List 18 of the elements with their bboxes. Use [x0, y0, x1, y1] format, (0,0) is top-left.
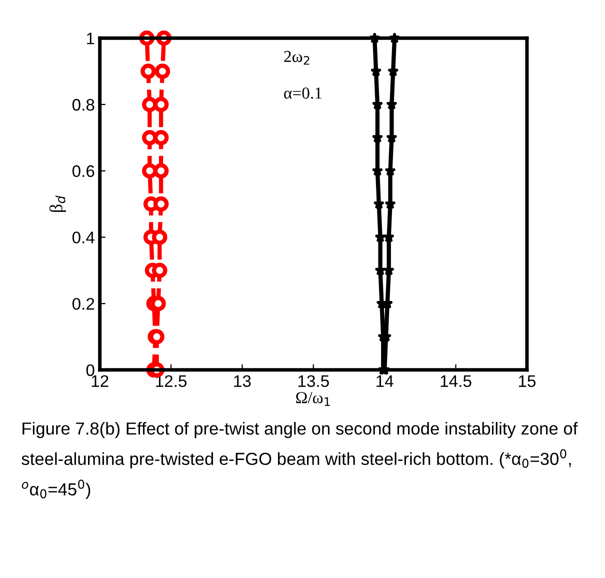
y-axis-title: β$_{d}$ [49, 196, 66, 212]
text: Figure 7.8(b) Effect of pre-twist angle on second mode instability zone of steel-alumina pre-twisted e-FGO beam with steel-rich bottom. (*α$_{0}$=30$^{0}$, $^{o}$α$_{0}$=45$^{0}$) [22, 422, 578, 499]
x-tick-label: 15 [518, 375, 536, 388]
x-tick-label: 14 [376, 375, 394, 387]
y-tick-label: 0.4 [72, 232, 94, 244]
annotation: 2ω$_{2}$ [284, 50, 310, 65]
annotation: α=0.1 [284, 87, 322, 99]
x-tick-label: 14.5 [440, 375, 472, 388]
y-tick-label: 0 [86, 364, 94, 376]
y-tick-label: 0.8 [72, 98, 94, 111]
x-tick-label: 12.5 [156, 375, 187, 388]
x-tick-label: 13 [234, 375, 251, 388]
y-tick-label: 1 [86, 32, 94, 44]
x-axis-title: Ω/ω$_{1}$ [296, 392, 330, 406]
y-tick-label: 0.6 [72, 165, 94, 178]
x-tick-label: 13.5 [298, 375, 329, 388]
y-tick-label: 0.2 [72, 298, 94, 310]
x-tick-label: 12 [92, 375, 108, 387]
